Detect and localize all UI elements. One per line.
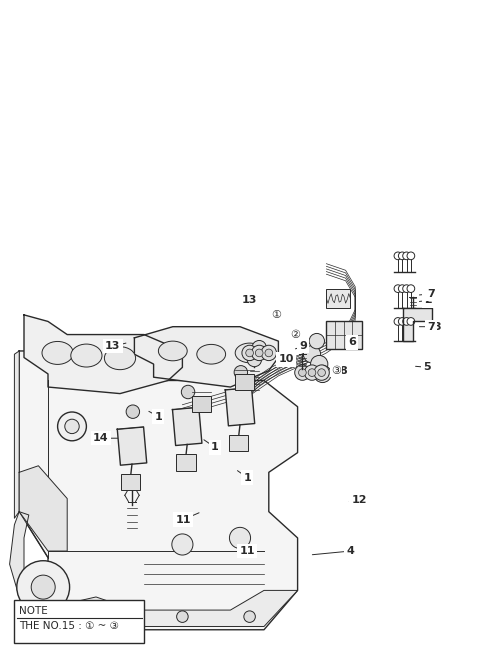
Circle shape [394, 285, 402, 293]
Polygon shape [172, 407, 202, 445]
Ellipse shape [235, 343, 264, 363]
Circle shape [172, 534, 193, 555]
Text: 11: 11 [240, 546, 255, 556]
Circle shape [31, 575, 55, 599]
Circle shape [308, 369, 316, 377]
Circle shape [394, 318, 402, 325]
Circle shape [304, 365, 320, 380]
Text: 13: 13 [242, 295, 257, 306]
FancyBboxPatch shape [177, 455, 196, 471]
Circle shape [407, 318, 415, 325]
Text: 4: 4 [347, 546, 354, 556]
Polygon shape [225, 388, 255, 426]
Text: ①: ① [271, 310, 281, 320]
Circle shape [303, 346, 321, 363]
Circle shape [261, 345, 276, 361]
FancyBboxPatch shape [121, 474, 141, 491]
Text: 1: 1 [211, 442, 219, 453]
Circle shape [244, 611, 255, 623]
Circle shape [403, 285, 410, 293]
Text: 7: 7 [427, 289, 435, 299]
Circle shape [246, 349, 253, 357]
Circle shape [407, 252, 415, 260]
Polygon shape [24, 315, 182, 394]
Polygon shape [134, 327, 278, 387]
Text: ②: ② [290, 329, 300, 340]
Circle shape [314, 365, 329, 380]
FancyBboxPatch shape [326, 321, 362, 349]
Text: 5: 5 [423, 362, 431, 373]
Text: 9: 9 [300, 341, 307, 352]
Polygon shape [117, 427, 147, 465]
Text: 12: 12 [351, 495, 367, 505]
Circle shape [181, 385, 195, 399]
Ellipse shape [71, 344, 102, 367]
Text: ③: ③ [331, 365, 341, 376]
Polygon shape [14, 351, 19, 518]
Text: 10: 10 [278, 354, 294, 365]
Bar [14, 600, 144, 643]
Text: 7: 7 [427, 321, 435, 332]
Circle shape [65, 419, 79, 434]
Circle shape [229, 527, 251, 548]
Circle shape [234, 365, 248, 379]
Circle shape [309, 333, 324, 349]
Circle shape [311, 356, 328, 373]
Text: THE NO.15 : ① ~ ③: THE NO.15 : ① ~ ③ [19, 621, 119, 631]
Circle shape [177, 611, 188, 623]
Circle shape [403, 318, 410, 325]
Bar [326, 289, 350, 308]
Ellipse shape [158, 341, 187, 361]
Circle shape [394, 252, 402, 260]
Circle shape [126, 405, 140, 419]
Text: 3: 3 [433, 321, 441, 332]
Circle shape [58, 412, 86, 441]
FancyBboxPatch shape [192, 396, 211, 412]
Circle shape [109, 611, 121, 623]
FancyBboxPatch shape [235, 374, 254, 390]
Circle shape [318, 369, 325, 377]
Ellipse shape [105, 346, 135, 370]
Text: 2: 2 [424, 295, 432, 306]
Circle shape [17, 561, 70, 613]
Polygon shape [403, 308, 432, 341]
Text: 14: 14 [93, 433, 108, 443]
Circle shape [398, 252, 406, 260]
Text: 6: 6 [348, 337, 356, 348]
Circle shape [255, 349, 263, 357]
Circle shape [295, 365, 310, 380]
Polygon shape [19, 466, 67, 551]
Circle shape [247, 352, 262, 367]
Ellipse shape [197, 344, 226, 364]
Polygon shape [10, 512, 67, 630]
Ellipse shape [42, 341, 73, 365]
Text: NOTE: NOTE [19, 606, 48, 616]
Circle shape [403, 252, 410, 260]
Polygon shape [19, 351, 298, 630]
Text: 8: 8 [339, 365, 347, 376]
Circle shape [398, 318, 406, 325]
Circle shape [398, 285, 406, 293]
FancyBboxPatch shape [229, 434, 249, 451]
Circle shape [407, 285, 415, 293]
Circle shape [242, 345, 257, 361]
Text: 13: 13 [105, 341, 120, 352]
Circle shape [314, 365, 331, 382]
Circle shape [252, 345, 267, 361]
Circle shape [265, 349, 273, 357]
Circle shape [299, 369, 306, 377]
Text: 11: 11 [176, 514, 191, 525]
Circle shape [252, 340, 266, 355]
Text: 1: 1 [243, 472, 251, 483]
Polygon shape [67, 590, 298, 626]
Text: 1: 1 [155, 411, 162, 422]
